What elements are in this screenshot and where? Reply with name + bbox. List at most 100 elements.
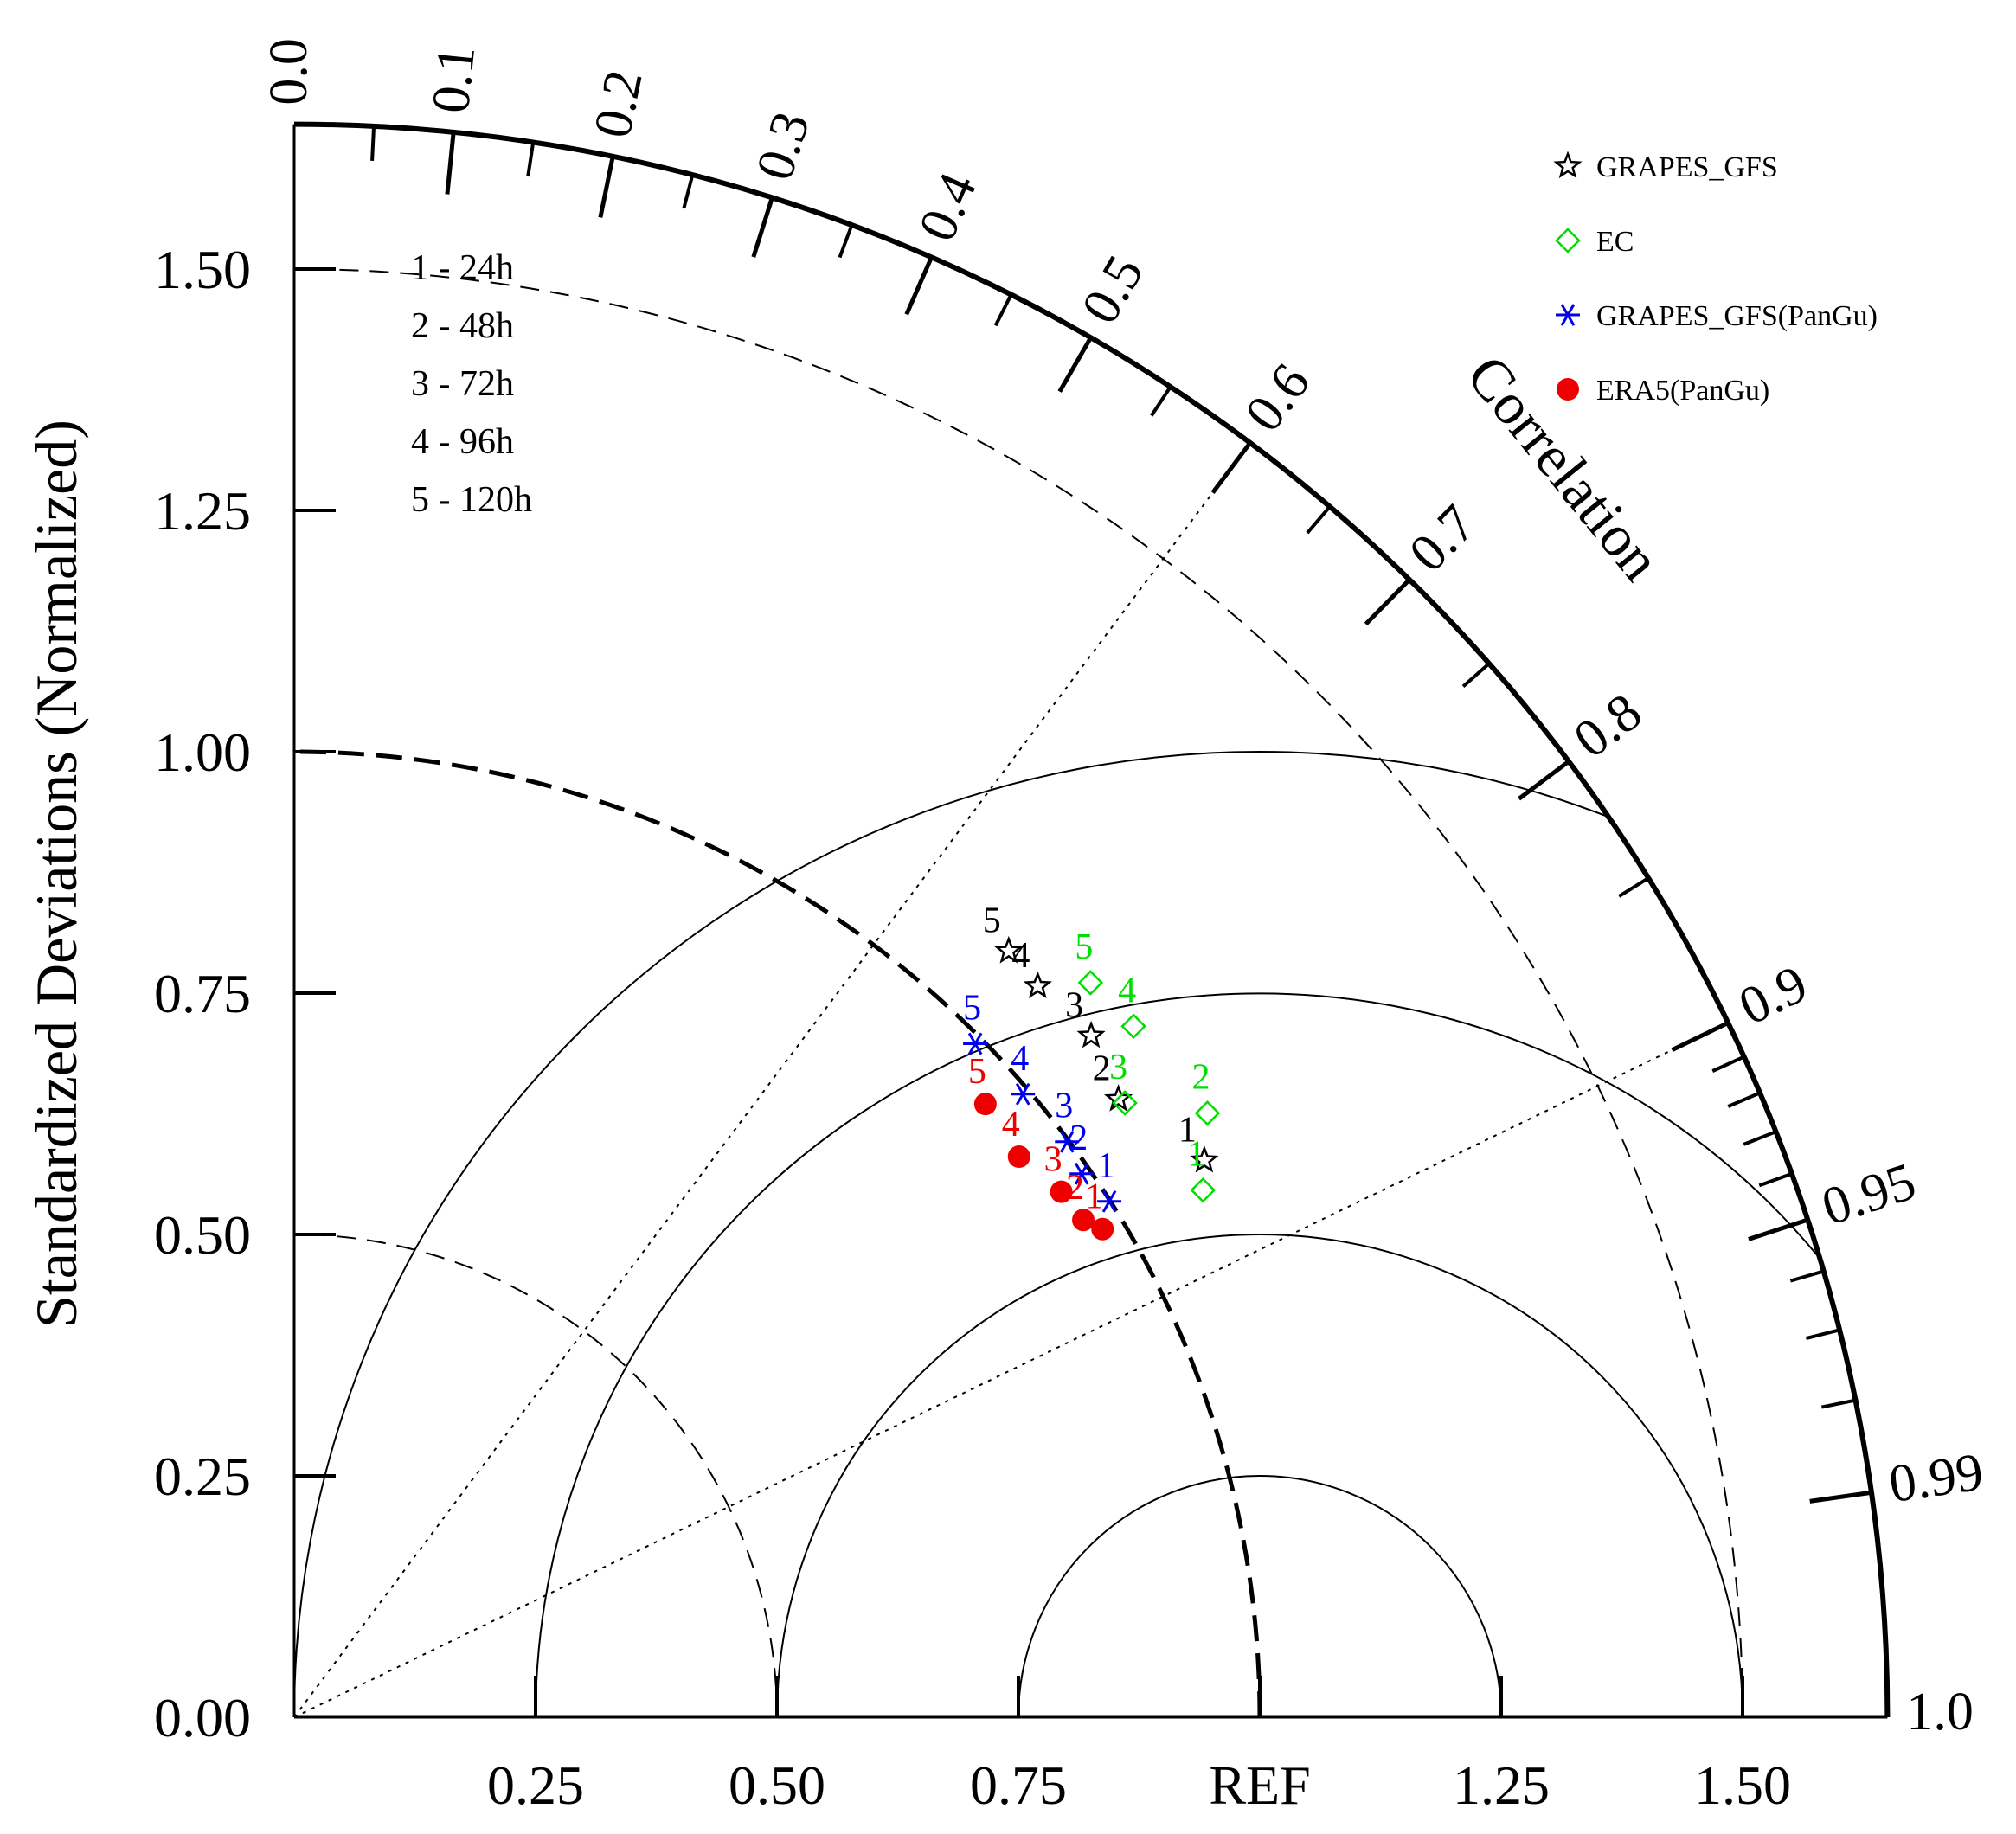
y-tick-label: 1.25	[154, 480, 251, 542]
point-label: 2	[1069, 1119, 1088, 1158]
diamond-marker	[1190, 1177, 1217, 1203]
diamond-marker	[1112, 1090, 1138, 1116]
legend-entry: ERA5(PanGu)	[1596, 375, 1769, 407]
y-axis-title: Standardized Deviations (Normalized)	[23, 420, 89, 1328]
dot-marker	[1007, 1145, 1030, 1169]
forecast-key-entry: 1 - 24h	[411, 248, 514, 288]
forecast-key-entry: 4 - 96h	[411, 422, 514, 462]
axes-layer	[292, 121, 1891, 1719]
point-label: 3	[1055, 1087, 1073, 1126]
correlation-tick-label: 0.9	[1730, 954, 1816, 1036]
asterisk-stroke	[1074, 1162, 1089, 1185]
legend-entry: EC	[1596, 226, 1634, 258]
rms-circle	[776, 1234, 1743, 1718]
correlation-tick	[993, 293, 1013, 327]
correlation-tick	[1748, 1217, 1809, 1241]
diamond-marker	[1555, 228, 1581, 253]
std-arc	[293, 268, 1743, 1718]
star-marker	[994, 935, 1024, 964]
x-tick-label: 0.75	[970, 1754, 1067, 1816]
star-marker	[1076, 1020, 1106, 1048]
correlation-tick-label: 0.8	[1563, 683, 1653, 770]
correlation-tick	[1820, 1398, 1856, 1409]
correlation-tick	[1306, 505, 1332, 535]
correlation-arc	[293, 121, 1891, 1718]
correlation-tick	[1758, 1171, 1793, 1188]
correlation-tick	[370, 125, 376, 161]
star-marker	[1553, 151, 1583, 179]
legend: GRAPES_GFS EC GRAPES_GFS(PanGu) ERA5(PanGu)	[1553, 151, 1878, 407]
point-label: 3	[1044, 1140, 1063, 1180]
correlation-tick	[904, 256, 934, 316]
asterisk-stroke	[1059, 1130, 1075, 1153]
correlation-tick-label: 0.5	[1070, 246, 1155, 333]
point-label: 5	[1075, 927, 1093, 967]
point-label: 2	[1191, 1058, 1210, 1098]
asterisk-marker	[1069, 1162, 1095, 1185]
asterisk-marker	[1011, 1082, 1036, 1106]
x-tick-label: REF	[1209, 1754, 1310, 1816]
grid-layer	[293, 268, 1888, 1718]
point-label: 1	[1178, 1110, 1197, 1150]
forecast-key-entry: 3 - 72h	[411, 364, 514, 404]
correlation-tick-label: 0.0	[260, 38, 318, 106]
point-label: 5	[968, 1052, 986, 1092]
dot-marker	[1091, 1217, 1114, 1241]
rms-circles	[294, 751, 1888, 1718]
correlation-tick	[445, 131, 456, 195]
correlation-tick	[751, 196, 774, 258]
dot-marker	[973, 1093, 997, 1116]
asterisk-marker	[963, 1032, 988, 1055]
correlation-tick	[1364, 578, 1411, 626]
correlation-tick	[1789, 1269, 1825, 1283]
point-label: 3	[1109, 1048, 1127, 1087]
point-label: 5	[963, 989, 981, 1029]
correlation-tick	[1805, 1328, 1840, 1341]
y-tick-label: 0.00	[154, 1687, 251, 1748]
correlation-tick-label: 0.3	[745, 106, 821, 187]
dot-marker	[1072, 1209, 1095, 1232]
correlation-tick	[598, 156, 615, 218]
asterisk-stroke	[967, 1032, 983, 1055]
correlation-tick	[1518, 760, 1570, 801]
point-label: 1	[1085, 1177, 1103, 1217]
correlation-tick	[1809, 1490, 1872, 1504]
diamond-marker	[1120, 1013, 1146, 1040]
x-tick-label: 0.50	[729, 1754, 825, 1816]
rms-circle	[535, 992, 1888, 1718]
correlation-tick-label: 0.95	[1815, 1151, 1923, 1236]
correlation-tick	[838, 224, 854, 259]
legend-entry: GRAPES_GFS(PanGu)	[1596, 300, 1878, 332]
correlation-tick-label: 0.2	[583, 65, 654, 143]
point-label: 5	[983, 901, 1001, 940]
point-label: 4	[1002, 1105, 1020, 1145]
dot-marker	[1050, 1180, 1073, 1203]
legend-entry: GRAPES_GFS	[1596, 151, 1778, 183]
forecast-lead-key: 1 - 24h 2 - 48h 3 - 72h 4 - 96h 5 - 120h	[411, 248, 532, 520]
correlation-tick-label: 0.1	[421, 43, 486, 116]
point-label: 3	[1065, 985, 1083, 1025]
correlation-tick	[1743, 1130, 1777, 1146]
correlation-tick	[1711, 1055, 1745, 1073]
diamond-marker	[1077, 970, 1104, 996]
point-label: 1	[1097, 1146, 1115, 1186]
correlation-tick-label: 0.6	[1234, 353, 1321, 442]
x-tick-label: 1.25	[1453, 1754, 1550, 1816]
y-tick-label: 0.50	[154, 1204, 251, 1266]
y-tick-label: 0.25	[154, 1446, 251, 1507]
rms-circle	[294, 751, 1888, 1718]
rms-circle	[1018, 1475, 1502, 1718]
correlation-tick	[1727, 1091, 1761, 1108]
point-label: 4	[1011, 1039, 1029, 1079]
correlation-tick-label: 1.0	[1906, 1683, 1974, 1741]
star-marker	[1023, 971, 1052, 999]
point-label: 2	[1093, 1049, 1111, 1089]
correlation-tick-label: 0.99	[1885, 1442, 1987, 1514]
forecast-key-entry: 2 - 48h	[411, 306, 514, 346]
dot-marker	[1557, 378, 1579, 401]
point-label: 4	[1118, 971, 1136, 1010]
y-tick-label: 0.75	[154, 963, 251, 1024]
